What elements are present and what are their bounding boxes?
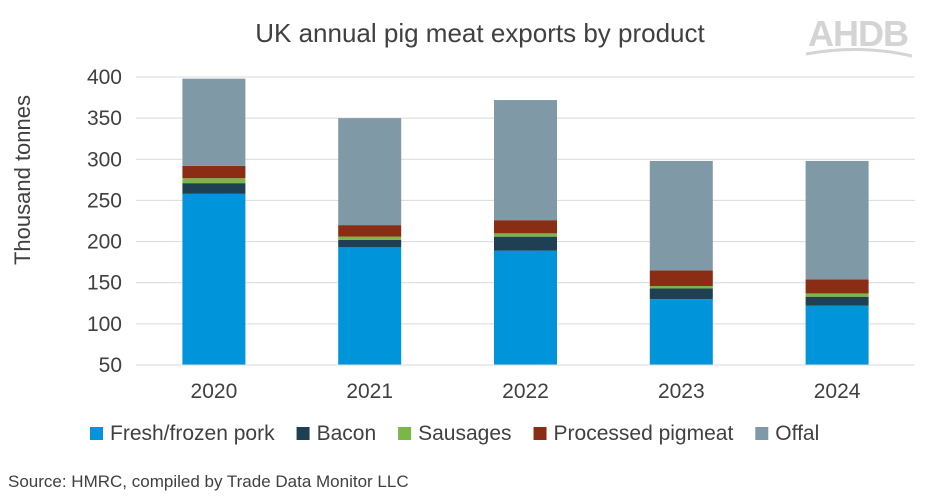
bar-segment-fresh-frozen-pork-2020 <box>182 193 246 365</box>
bar-segment-sausages-2022 <box>494 233 557 237</box>
legend-label: Sausages <box>418 422 511 445</box>
bar-segment-bacon-2021 <box>338 239 402 248</box>
x-axis: 2020 2021 2022 2023 2024 <box>136 364 915 403</box>
y-tick-label: 400 <box>87 66 122 89</box>
bar-segment-offal-2021 <box>338 118 402 226</box>
x-tick-label: 2020 <box>191 380 238 403</box>
bar-segment-fresh-frozen-pork-2023 <box>649 299 713 365</box>
bar-segment-bacon-2023 <box>649 288 713 300</box>
x-tick-label: 2024 <box>814 380 861 403</box>
bar-segment-processed-pigmeat-2020 <box>182 165 246 179</box>
legend-label: Bacon <box>317 422 377 445</box>
y-tick-label: 50 <box>99 354 122 377</box>
logo-text: AHDB <box>808 13 908 54</box>
bar-segment-offal-2022 <box>494 100 557 221</box>
legend-label: Offal <box>775 422 819 445</box>
bar-segment-fresh-frozen-pork-2024 <box>805 305 869 365</box>
y-tick-label: 300 <box>87 148 122 171</box>
legend-item: Bacon <box>296 422 377 445</box>
bar-segment-processed-pigmeat-2022 <box>494 220 557 234</box>
bar-stack-2021 <box>338 118 402 365</box>
logo-swoosh-icon <box>805 47 913 58</box>
bar-segment-sausages-2024 <box>805 293 869 297</box>
bar-segment-bacon-2020 <box>182 183 246 194</box>
x-tick-label: 2021 <box>346 380 393 403</box>
legend-item: Sausages <box>398 422 512 445</box>
legend-item: Processed pigmeat <box>533 422 734 445</box>
source-note: Source: HMRC, compiled by Trade Data Mon… <box>8 472 409 491</box>
legend-swatch <box>296 427 310 440</box>
legend-label: Processed pigmeat <box>554 422 734 445</box>
bar-stack-2020 <box>182 78 246 365</box>
legend-label: Fresh/frozen pork <box>110 422 275 445</box>
bar-segment-sausages-2020 <box>182 178 246 184</box>
bar-segment-sausages-2023 <box>649 286 713 289</box>
legend-swatch <box>533 427 547 440</box>
y-tick-label: 200 <box>87 231 122 254</box>
bar-segment-offal-2023 <box>649 160 713 271</box>
bar-segment-bacon-2022 <box>494 236 557 251</box>
bar-segment-offal-2020 <box>182 78 246 166</box>
legend-swatch <box>398 427 412 440</box>
bar-stack-2024 <box>805 160 869 365</box>
bar-segment-offal-2024 <box>805 160 869 280</box>
legend-item: Offal <box>755 422 819 445</box>
legend: Fresh/frozen pork Bacon Sausages Processed … <box>90 422 819 445</box>
x-tick-label: 2023 <box>658 380 705 403</box>
bar-stack-2022 <box>494 100 557 365</box>
chart-title: UK annual pig meat exports by product <box>255 18 705 48</box>
y-tick-label: 100 <box>87 313 122 336</box>
y-tick-label: 250 <box>87 189 122 212</box>
bars <box>182 78 869 365</box>
y-tick-label: 150 <box>87 272 122 295</box>
ahdb-logo: AHDB <box>805 13 913 58</box>
bar-segment-processed-pigmeat-2024 <box>805 279 869 294</box>
bar-stack-2023 <box>649 160 713 365</box>
legend-swatch <box>755 427 769 440</box>
x-tick-label: 2022 <box>502 380 549 403</box>
bar-segment-sausages-2021 <box>338 236 402 240</box>
legend-item: Fresh/frozen pork <box>90 422 275 445</box>
bar-segment-fresh-frozen-pork-2021 <box>338 247 402 365</box>
bar-segment-fresh-frozen-pork-2022 <box>494 250 557 365</box>
y-axis: 50 100 150 200 250 300 350 400 <box>87 66 122 377</box>
bar-segment-processed-pigmeat-2021 <box>338 225 402 237</box>
legend-swatch <box>90 427 103 440</box>
bar-segment-bacon-2024 <box>805 296 869 306</box>
y-tick-label: 350 <box>87 107 122 130</box>
y-axis-label: Thousand tonnes <box>10 95 35 265</box>
bar-segment-processed-pigmeat-2023 <box>649 270 713 287</box>
